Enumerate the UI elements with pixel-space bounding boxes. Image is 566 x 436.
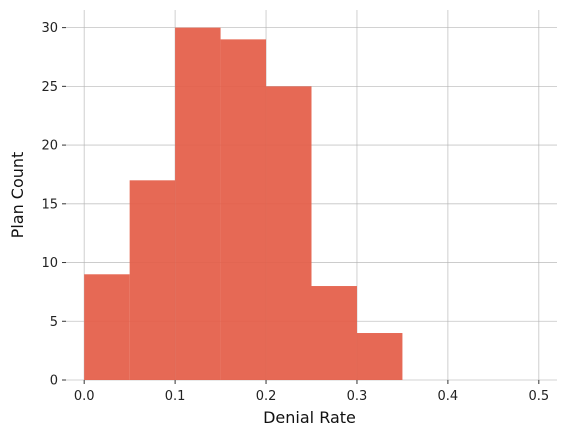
x-tick-label: 0.4 — [438, 389, 459, 404]
histogram-bar — [356, 333, 403, 380]
x-tick-label: 0.1 — [165, 389, 186, 404]
ticks-layer: 0.0 0.1 0.2 0.3 0.4 0.5 0 5 10 15 20 25 30 — [41, 21, 549, 404]
y-axis-title: Plan Count — [8, 152, 27, 239]
histogram-bar — [129, 180, 176, 380]
x-axis-title: Denial Rate — [263, 408, 356, 427]
histogram-bar — [311, 286, 357, 380]
x-tick-label: 0.5 — [528, 389, 549, 404]
y-tick-label: 5 — [50, 315, 58, 330]
x-tick-label: 0.3 — [347, 389, 368, 404]
y-tick-label: 10 — [41, 256, 58, 271]
y-tick-label: 25 — [41, 80, 58, 95]
bars-layer — [84, 27, 403, 380]
y-tick-label: 30 — [41, 21, 58, 36]
histogram-bar — [84, 274, 130, 380]
y-tick-label: 15 — [41, 197, 58, 212]
histogram-bar — [266, 86, 312, 380]
x-tick-label: 0.0 — [74, 389, 95, 404]
histogram-bar — [175, 27, 221, 380]
y-tick-label: 20 — [41, 139, 58, 154]
histogram-bar — [220, 39, 267, 380]
y-tick-label: 0 — [50, 374, 58, 389]
x-tick-label: 0.2 — [256, 389, 277, 404]
